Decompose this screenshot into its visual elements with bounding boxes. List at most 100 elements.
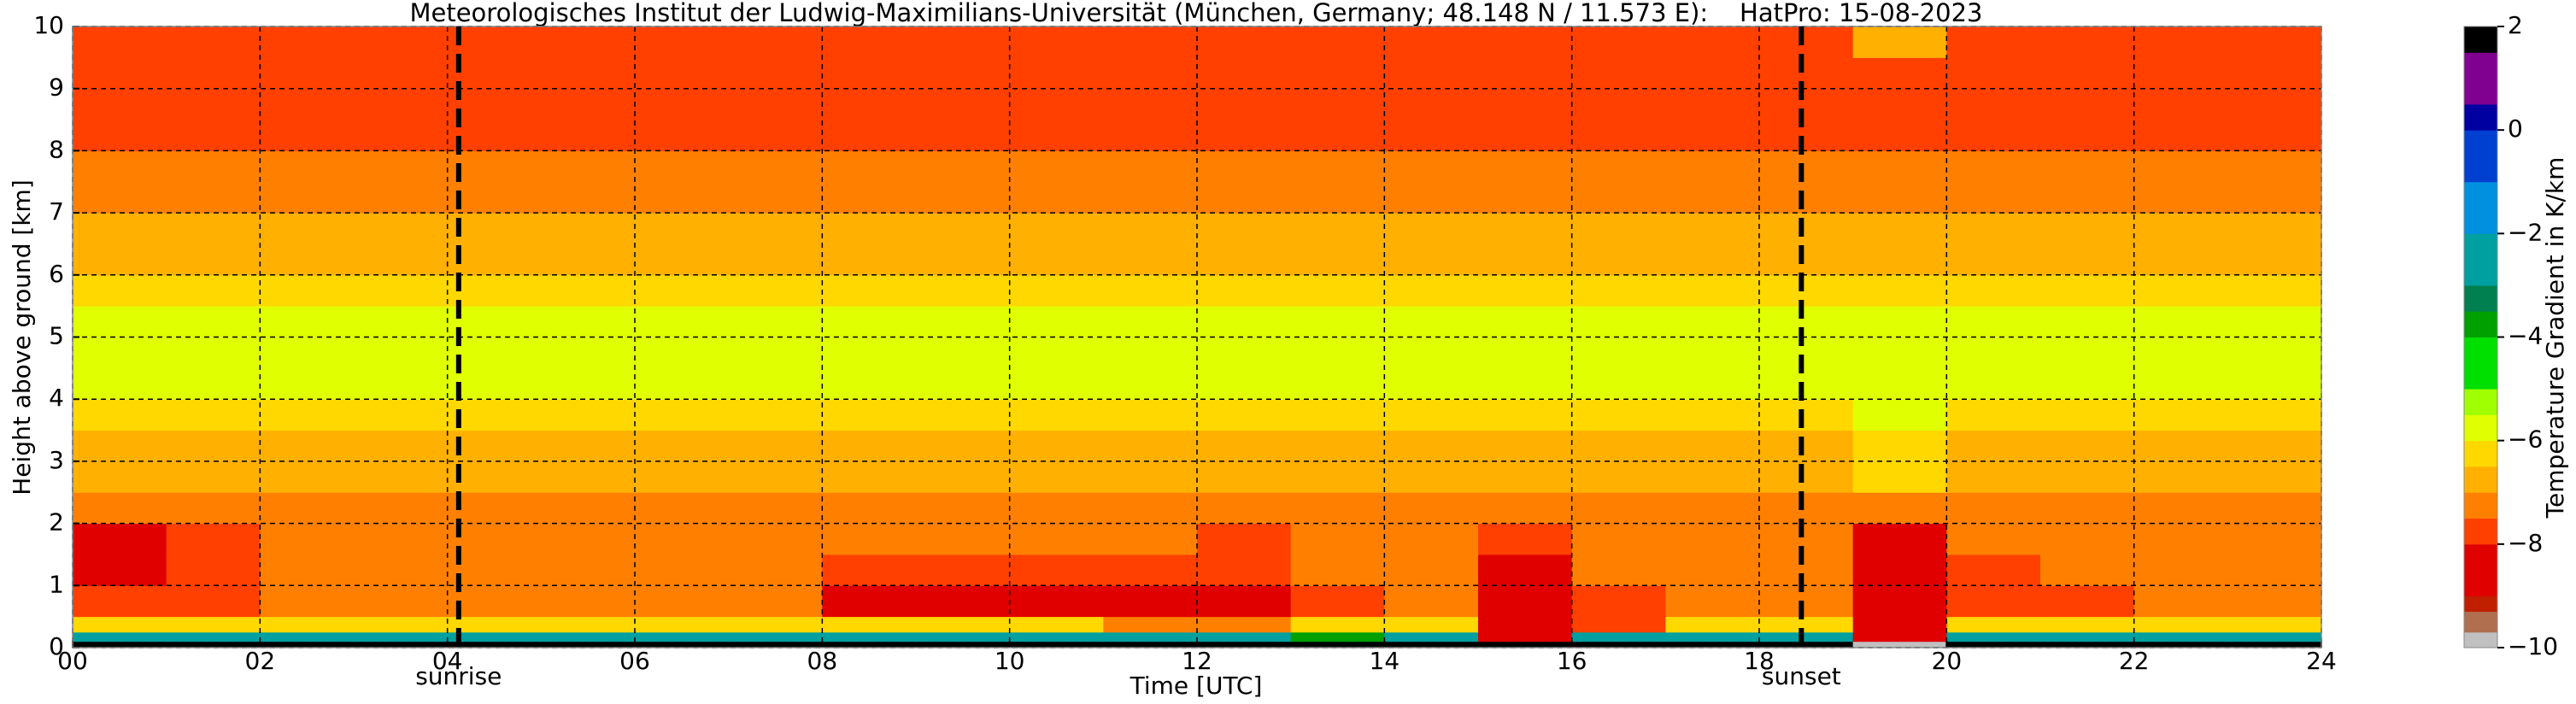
heatmap-cell <box>822 399 917 431</box>
heatmap-cell <box>447 57 542 90</box>
heatmap-cell <box>1290 57 1385 90</box>
x-axis-label: Time [UTC] <box>1130 672 1263 700</box>
heatmap-cell <box>1384 616 1479 633</box>
heatmap-cell <box>260 430 355 462</box>
heatmap-cell <box>916 213 1011 276</box>
heatmap-cell <box>354 585 449 618</box>
heatmap-cell <box>728 523 823 555</box>
heatmap-cell <box>1009 461 1104 493</box>
heatmap-cell <box>2227 585 2322 618</box>
heatmap-cell <box>73 367 167 400</box>
heatmap-cell <box>354 399 449 431</box>
heatmap-cell <box>1665 306 1760 337</box>
heatmap-cell <box>354 57 449 90</box>
heatmap-cell <box>2040 430 2135 462</box>
heatmap-cell <box>1009 585 1104 618</box>
heatmap-cell <box>728 631 823 642</box>
heatmap-cell <box>2040 631 2135 642</box>
heatmap-cell <box>1852 399 1947 431</box>
heatmap-cell <box>1384 631 1479 642</box>
heatmap-cell <box>822 523 917 555</box>
heatmap-cell <box>1946 616 2041 633</box>
heatmap-cell <box>822 461 917 493</box>
heatmap-cell <box>728 461 823 493</box>
heatmap-cell <box>916 631 1011 642</box>
heatmap-cell <box>166 631 261 642</box>
heatmap-cell <box>1946 57 2041 90</box>
colorbar-band <box>2464 311 2497 337</box>
heatmap-cell <box>1759 523 1854 555</box>
heatmap-cell <box>1197 399 1292 431</box>
heatmap-cell <box>1384 367 1479 400</box>
y-axis-label: Height above ground [km] <box>8 179 36 496</box>
colorbar-band <box>2464 52 2497 105</box>
heatmap-cell <box>73 554 167 586</box>
heatmap-cell <box>73 337 167 369</box>
heatmap-cell <box>1009 150 1104 214</box>
heatmap-cell <box>1478 88 1573 151</box>
heatmap-cell <box>1384 523 1479 555</box>
heatmap-cell <box>1478 585 1573 618</box>
heatmap-cell <box>822 57 917 90</box>
heatmap-cell <box>635 461 730 493</box>
heatmap-cell <box>1759 430 1854 462</box>
heatmap-cell <box>2133 274 2228 307</box>
heatmap-cell <box>822 585 917 618</box>
heatmap-cell <box>2133 430 2228 462</box>
heatmap-cell <box>73 306 167 337</box>
heatmap-cell <box>260 523 355 555</box>
heatmap-cell <box>1852 554 1947 586</box>
colorbar-band <box>2464 595 2497 613</box>
heatmap-cell <box>2040 461 2135 493</box>
heatmap-cell <box>1478 461 1573 493</box>
heatmap-cell <box>1571 337 1666 369</box>
heatmap-cell <box>354 492 449 525</box>
heatmap-cell <box>166 585 261 618</box>
heatmap-cell <box>728 616 823 633</box>
plot-frame <box>72 26 2322 648</box>
heatmap-cell <box>447 461 542 493</box>
colorbar-band <box>2464 631 2497 648</box>
heatmap-cell <box>1852 523 1947 555</box>
heatmap-cell <box>1384 88 1479 151</box>
heatmap-cell <box>354 367 449 400</box>
heatmap-cell <box>1384 399 1479 431</box>
heatmap-cell <box>260 631 355 642</box>
heatmap-cell <box>728 88 823 151</box>
heatmap-cell <box>1103 26 1198 58</box>
heatmap-cell <box>447 26 542 58</box>
heatmap-cell <box>728 585 823 618</box>
heatmap-cell <box>2227 523 2322 555</box>
colorbar-band <box>2464 518 2497 545</box>
heatmap-cell <box>2040 641 2135 648</box>
colorbar-tick-label: 2 <box>2508 11 2523 39</box>
colorbar-band <box>2464 103 2497 131</box>
heatmap-cell <box>2040 274 2135 307</box>
heatmap-cell <box>916 523 1011 555</box>
heatmap-cell <box>447 616 542 633</box>
heatmap-cell <box>1478 492 1573 525</box>
heatmap-cell <box>1384 492 1479 525</box>
heatmap-cell <box>916 554 1011 586</box>
heatmap-cell <box>1290 631 1385 642</box>
heatmap-cell <box>2133 641 2228 648</box>
heatmap-cell <box>728 641 823 648</box>
heatmap-cell <box>1290 213 1385 276</box>
heatmap-cell <box>541 274 636 307</box>
heatmap-cell <box>2133 306 2228 337</box>
heatmap-cell <box>916 399 1011 431</box>
heatmap-cell <box>916 306 1011 337</box>
heatmap-cell <box>1571 492 1666 525</box>
heatmap-cell <box>1571 26 1666 58</box>
heatmap-cell <box>1571 57 1666 90</box>
heatmap-cell <box>1946 88 2041 151</box>
heatmap-cell <box>73 150 167 214</box>
heatmap-cell <box>1197 641 1292 648</box>
heatmap-cell <box>916 26 1011 58</box>
x-tick-label: 24 <box>2306 647 2337 675</box>
heatmap-cell <box>73 523 167 555</box>
heatmap-cell <box>1384 337 1479 369</box>
heatmap-cell <box>166 399 261 431</box>
x-tick-label: 02 <box>245 647 276 675</box>
colorbar-band <box>2464 337 2497 390</box>
